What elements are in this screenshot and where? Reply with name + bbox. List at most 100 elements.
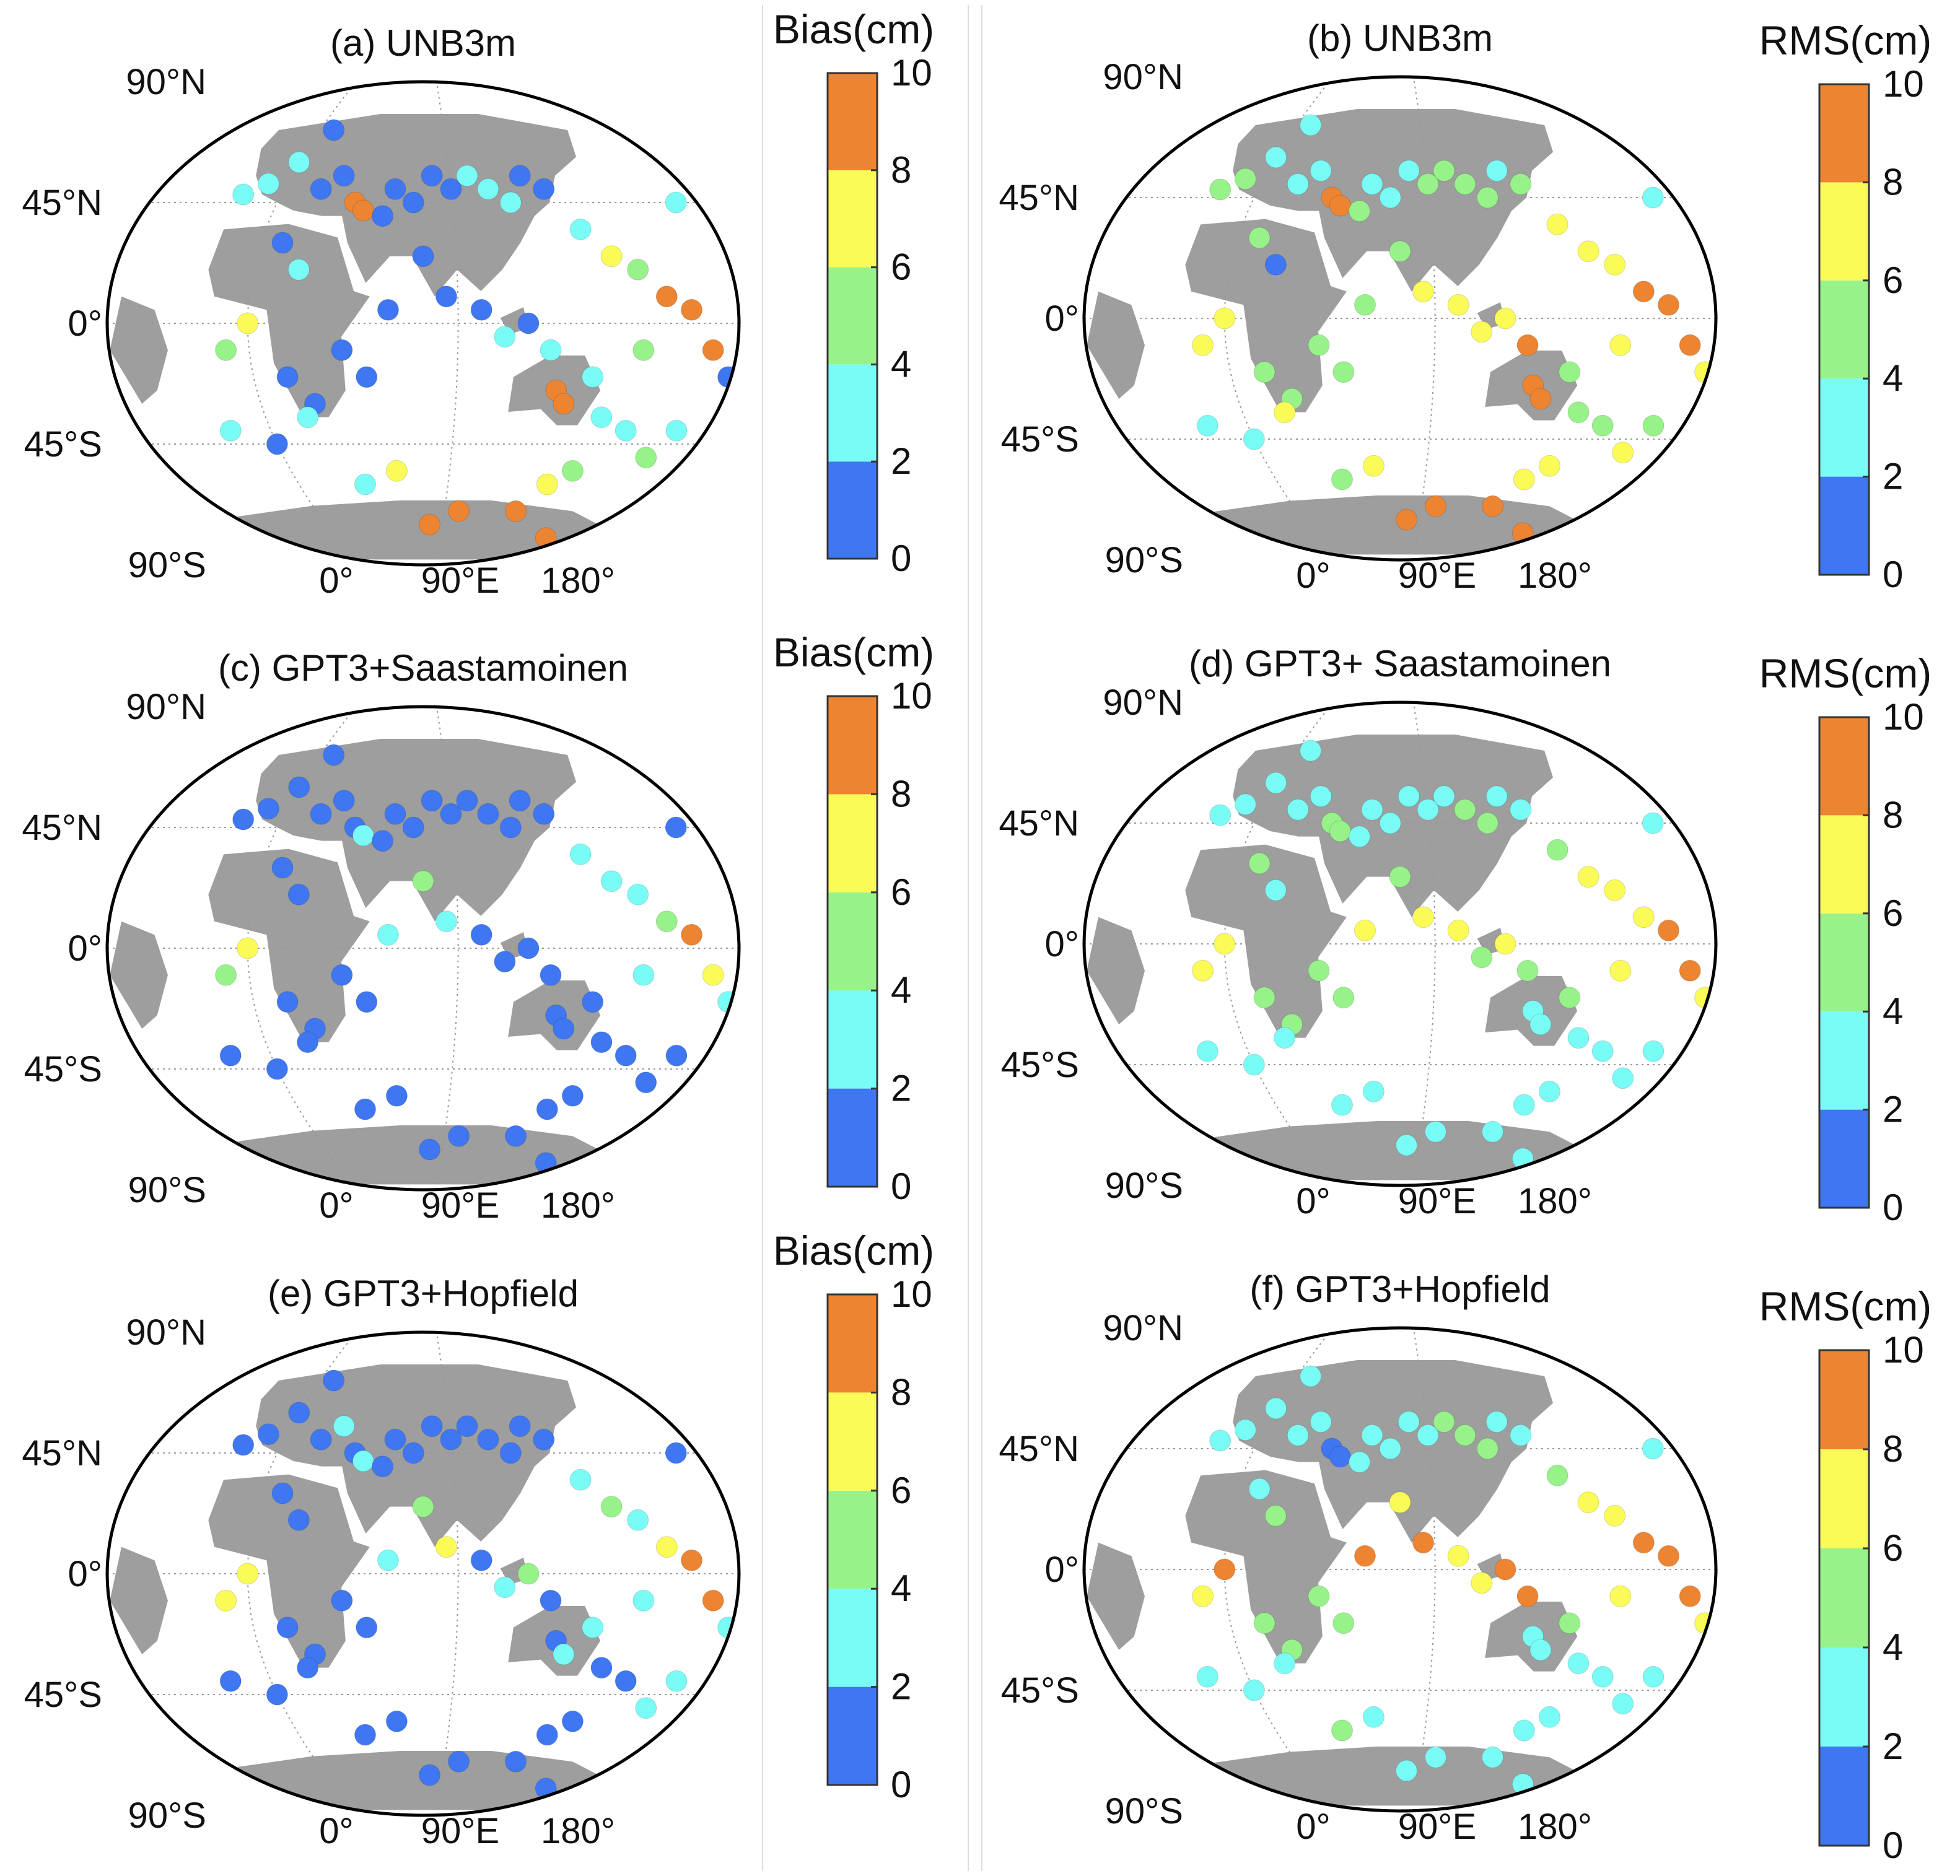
colorbar-tick-label: 4 <box>1883 357 1903 399</box>
globe-outline <box>1082 75 1718 562</box>
station-point <box>1361 798 1383 821</box>
station-point <box>1476 186 1498 209</box>
station-point <box>354 1724 376 1746</box>
station-point <box>1331 1094 1353 1116</box>
colorbar-segment <box>828 1392 877 1491</box>
station-point <box>505 1125 527 1147</box>
station-point <box>494 1576 516 1599</box>
station-point <box>1425 1746 1446 1768</box>
colorbar-title: Bias(cm) <box>773 629 934 675</box>
colorbar: RMS(cm) 0 2 4 6 8 10 <box>1759 650 1932 1228</box>
station-point <box>237 312 259 334</box>
colorbar-segment <box>828 892 877 991</box>
colorbar-title: RMS(cm) <box>1759 17 1932 63</box>
station-point <box>385 1710 408 1732</box>
station-point <box>702 964 724 986</box>
colorbar-tick-label: 8 <box>891 1371 911 1413</box>
station-point <box>1308 959 1330 982</box>
station-point <box>448 500 470 522</box>
globe-map <box>107 82 739 565</box>
station-point <box>333 1415 355 1438</box>
colorbar: Bias(cm) 0 2 4 6 8 10 <box>773 629 934 1207</box>
station-point <box>1447 294 1469 316</box>
station-point <box>1567 1027 1590 1049</box>
station-point <box>505 500 527 522</box>
station-point <box>1471 946 1493 969</box>
panel-title: (f) GPT3+Hopfield <box>1249 1268 1550 1310</box>
station-point <box>569 843 592 865</box>
station-point <box>509 1415 531 1438</box>
colorbar-tick-label: 10 <box>1883 63 1924 105</box>
station-point <box>509 165 531 187</box>
station-point <box>1538 455 1560 477</box>
colorbar-tick-label: 6 <box>891 1470 911 1511</box>
station-point <box>536 1724 558 1746</box>
lat-label: 90°S <box>1105 540 1183 580</box>
station-point <box>1243 1054 1265 1076</box>
station-point <box>1658 294 1679 316</box>
station-point <box>287 883 310 905</box>
station-point <box>1612 1693 1634 1715</box>
right-divider <box>981 5 982 1871</box>
station-point <box>1632 1532 1655 1554</box>
station-point <box>419 1764 440 1786</box>
station-point <box>517 937 540 959</box>
station-point <box>1642 1665 1665 1688</box>
station-point <box>582 1616 604 1639</box>
lon-label: 90°E <box>421 1185 499 1226</box>
lon-label: 0° <box>1296 1807 1330 1847</box>
lat-label: 90°N <box>1103 683 1183 723</box>
station-point <box>665 1442 687 1464</box>
station-point <box>1234 793 1256 816</box>
station-point <box>1632 906 1655 928</box>
colorbar-segment <box>828 1294 877 1393</box>
station-point <box>1485 785 1508 808</box>
station-point <box>1454 798 1476 821</box>
station-point <box>1332 361 1355 383</box>
lon-label: 0° <box>319 1185 353 1226</box>
station-point <box>276 991 299 1013</box>
colorbar-tick-label: 2 <box>891 1666 911 1708</box>
colorbar-segment <box>828 267 877 365</box>
lat-label: 90°N <box>1103 1308 1183 1348</box>
station-point <box>384 178 406 200</box>
station-point <box>1494 933 1516 955</box>
lat-label: 45°N <box>999 1429 1079 1469</box>
lat-label: 0° <box>68 928 102 969</box>
station-point <box>310 1428 332 1451</box>
colorbar-tick-label: 2 <box>891 1068 911 1109</box>
station-point <box>665 1670 688 1692</box>
station-point <box>1310 785 1332 808</box>
station-point <box>533 803 555 825</box>
station-point <box>219 419 242 442</box>
colorbar-tick-label: 8 <box>1883 161 1903 203</box>
colorbar-tick-label: 2 <box>1883 1725 1903 1767</box>
colorbar-frame <box>826 72 878 560</box>
station-point <box>384 1428 406 1451</box>
station-point <box>681 1549 702 1571</box>
station-point <box>1513 468 1535 491</box>
station-point <box>1362 455 1385 477</box>
panel-f: (f) GPT3+Hopfield 90°N 45°N 0° 45°S 90°S 0° 90°… <box>999 1268 1932 1866</box>
colorbar-segment <box>1819 1011 1869 1110</box>
colorbar-tick-label: 8 <box>891 149 911 191</box>
station-point <box>1300 1365 1322 1387</box>
station-point <box>354 1098 376 1120</box>
station-point <box>1642 1438 1664 1460</box>
land-mass <box>208 849 370 1042</box>
station-point <box>1494 307 1516 329</box>
colorbar-segment <box>828 1490 877 1589</box>
station-point <box>1591 1665 1614 1688</box>
station-point <box>655 286 678 308</box>
colorbar-tick-label: 0 <box>891 1764 911 1805</box>
station-point <box>1604 879 1626 901</box>
colorbar-tick-label: 0 <box>891 538 911 579</box>
station-point <box>1287 173 1309 195</box>
station-point <box>1604 1504 1626 1527</box>
station-point <box>352 1450 374 1472</box>
station-point <box>1433 160 1455 182</box>
land-mass <box>208 1474 370 1668</box>
colorbar-tick-label: 6 <box>1883 260 1903 301</box>
station-point <box>665 1044 688 1067</box>
station-point <box>1425 1120 1446 1143</box>
